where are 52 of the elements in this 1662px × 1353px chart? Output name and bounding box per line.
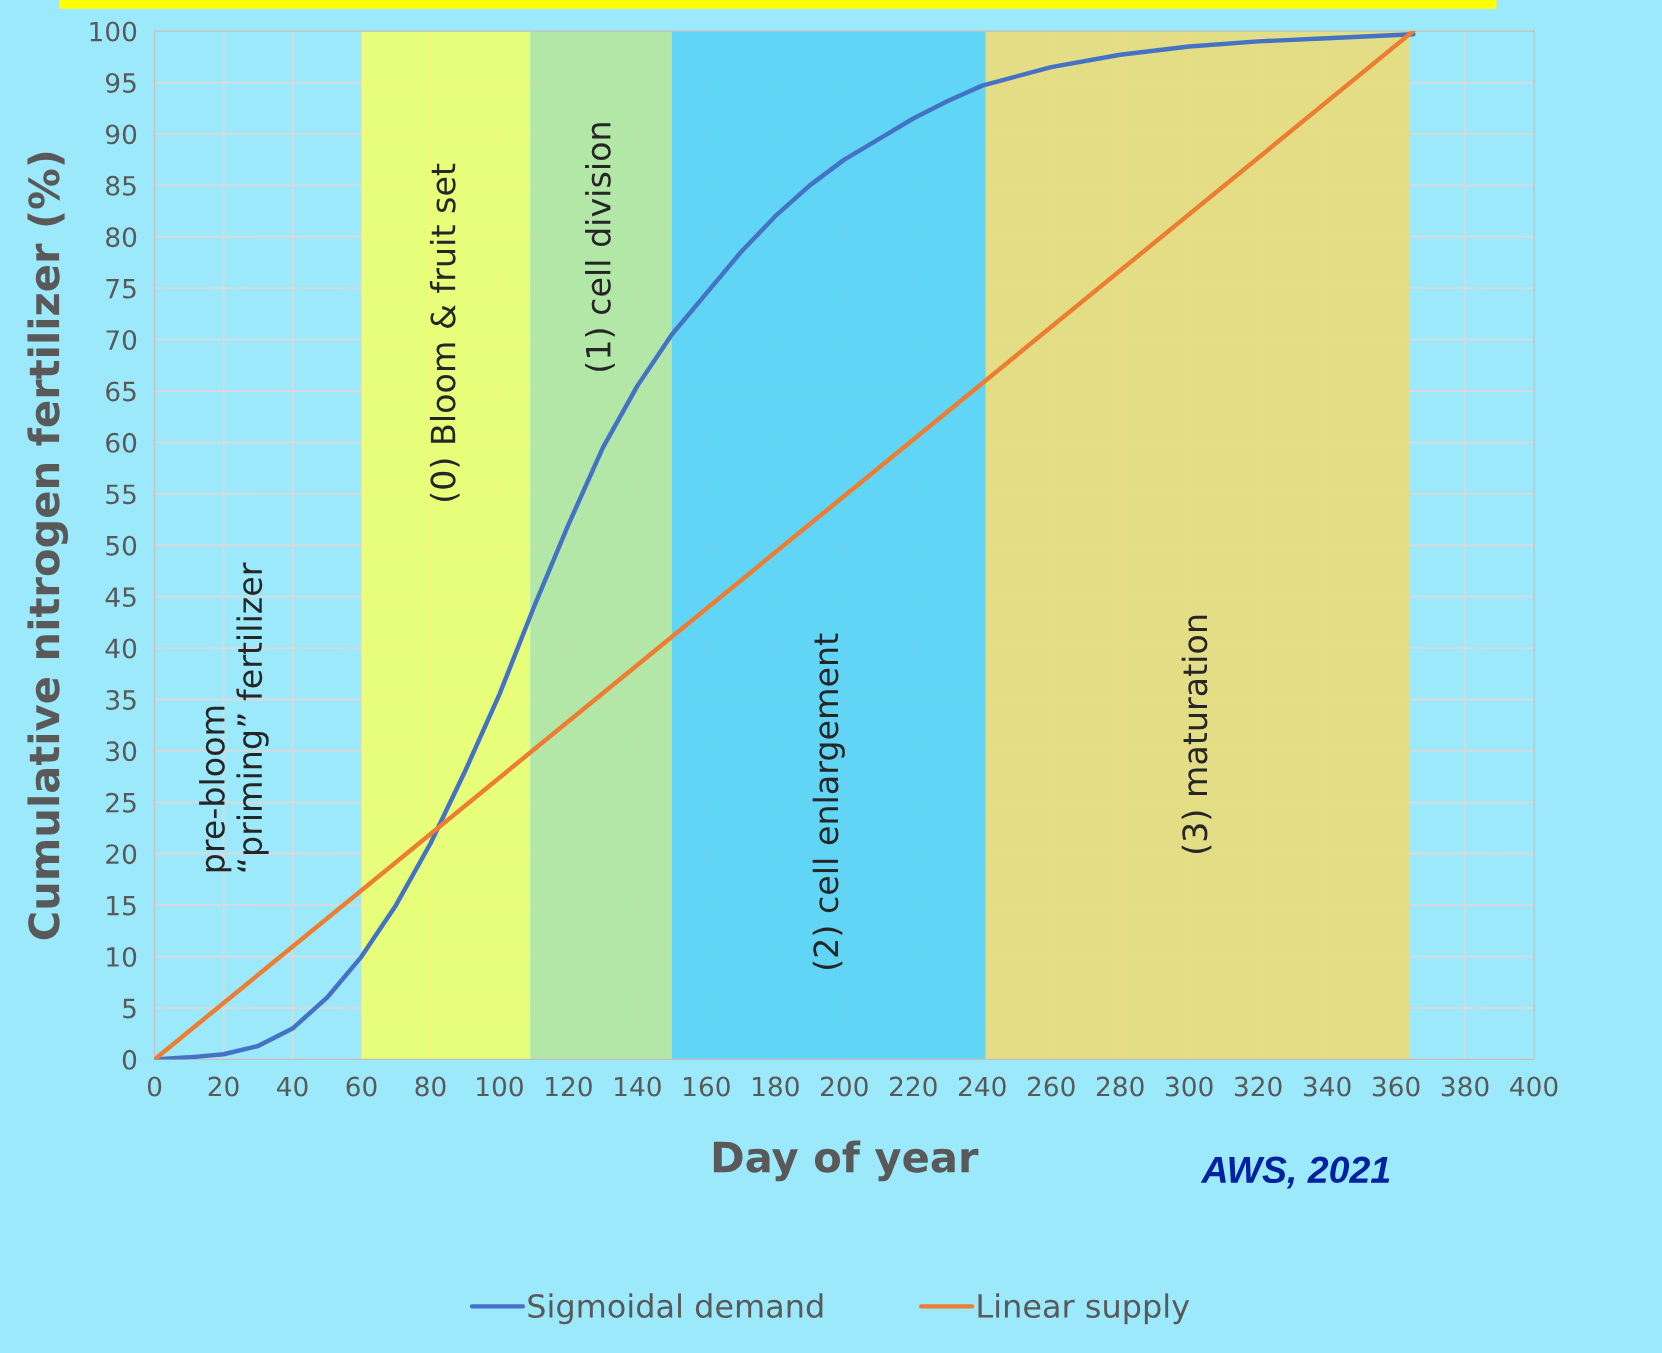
x-tick-label: 200 [821, 1076, 868, 1097]
x-tick-label: 400 [1510, 1076, 1558, 1097]
y-tick-label: 55 [106, 484, 136, 505]
y-tick-label: 40 [105, 638, 137, 659]
y-tick-label: 0 [122, 1049, 137, 1070]
band-label: (1) cell division [585, 123, 615, 371]
x-tick-label: 300 [1165, 1076, 1213, 1097]
x-tick-label: 20 [208, 1076, 239, 1097]
y-tick-label: 10 [107, 947, 137, 967]
x-tick-label: 220 [890, 1076, 937, 1097]
y-tick-label: 60 [106, 432, 137, 453]
y-tick-label: 65 [106, 381, 136, 402]
legend-label: Linear supply [978, 1293, 1190, 1325]
y-tick-label: 30 [106, 741, 137, 762]
y-tick-label: 25 [106, 792, 136, 813]
x-tick-label: 280 [1096, 1076, 1144, 1097]
y-tick-label: 50 [106, 535, 137, 556]
text: AWS, 2021 [1200, 1156, 1390, 1189]
y-tick-label: 35 [106, 689, 136, 710]
y-tick-label: 45 [105, 587, 136, 608]
band-label: (3) maturation [1181, 615, 1212, 854]
y-tick-label: 95 [105, 72, 136, 93]
band-label: (2) cell enlargement [812, 633, 845, 969]
x-axis-title: Day of year [713, 1140, 979, 1182]
y-tick-label: 15 [107, 895, 136, 916]
legend-label: Sigmoidal demand [528, 1293, 823, 1325]
x-tick-label: 240 [958, 1076, 1006, 1097]
y-tick-label: 20 [106, 844, 137, 865]
annotation: pre-bloom “priming” fertilizer [199, 562, 269, 872]
x-tick-label: 320 [1234, 1076, 1282, 1097]
y-tick-label: 85 [106, 175, 136, 196]
x-tick-label: 120 [546, 1076, 592, 1097]
x-tick-label: 260 [1027, 1076, 1075, 1097]
y-axis-title: Cumulative nitrogen fertilizer (%) [27, 152, 69, 940]
x-tick-label: 40 [277, 1076, 308, 1097]
x-tick-label: 140 [615, 1076, 661, 1097]
x-tick-label: 100 [477, 1076, 523, 1097]
y-tick-label: 70 [106, 330, 137, 350]
y-tick-label: 5 [123, 998, 136, 1019]
x-tick-label: 80 [415, 1076, 446, 1097]
x-tick-label: 340 [1303, 1076, 1351, 1097]
x-tick-label: 0 [147, 1076, 162, 1097]
x-tick-label: 160 [684, 1076, 730, 1097]
x-tick-label: 380 [1441, 1076, 1489, 1097]
y-tick-label: 100 [90, 21, 137, 42]
x-tick-label: 180 [753, 1076, 799, 1097]
x-tick-label: 360 [1372, 1076, 1420, 1097]
x-tick-label: 60 [346, 1076, 377, 1097]
y-tick-label: 90 [105, 124, 137, 145]
y-tick-label: 75 [106, 278, 136, 299]
y-tick-label: 80 [106, 227, 137, 248]
band-label: (0) Bloom & fruit set [429, 163, 460, 501]
